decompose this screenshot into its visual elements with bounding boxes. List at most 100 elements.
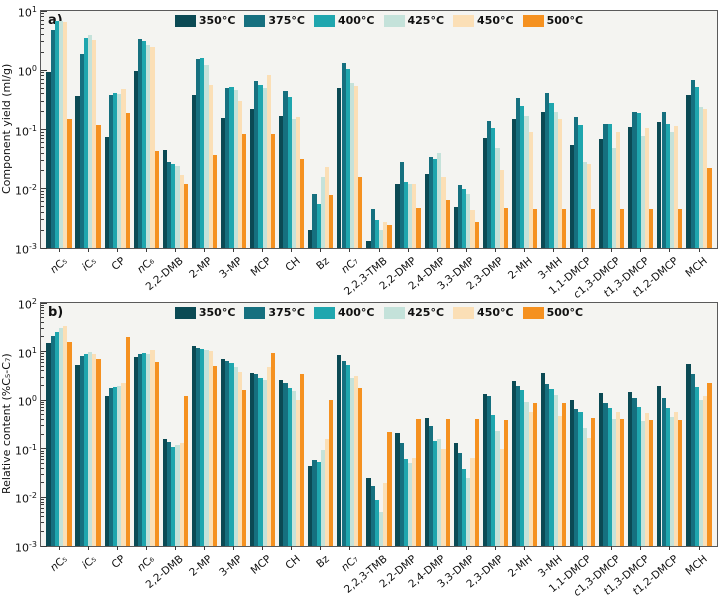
panel-letter-b: b) xyxy=(48,305,64,320)
bar xyxy=(59,20,64,248)
bar xyxy=(499,169,504,248)
x-category-label: nC₇ xyxy=(338,553,361,574)
bar xyxy=(495,148,500,248)
bar xyxy=(287,387,292,546)
x-tick xyxy=(407,248,409,252)
bar xyxy=(83,354,89,546)
bar xyxy=(175,444,180,546)
bar xyxy=(312,194,317,248)
bar xyxy=(237,372,242,546)
bar xyxy=(171,164,176,248)
bar xyxy=(370,486,375,546)
y-tick-label: 10-2 xyxy=(15,491,37,507)
bar xyxy=(179,443,184,546)
bar xyxy=(524,402,529,546)
x-tick xyxy=(378,546,380,550)
y-major-tick xyxy=(41,302,47,304)
bar xyxy=(674,411,679,546)
bar xyxy=(108,387,113,546)
y-minor-tick xyxy=(41,473,44,475)
y-minor-tick xyxy=(41,16,44,18)
legend-swatch xyxy=(174,306,196,319)
legend-label: 450°C xyxy=(477,306,514,319)
x-tick xyxy=(465,248,467,252)
bar xyxy=(491,414,496,546)
bar xyxy=(150,46,155,248)
bar xyxy=(300,374,305,546)
bar xyxy=(300,158,305,248)
bar xyxy=(474,222,479,248)
y-minor-tick xyxy=(41,404,44,406)
y-minor-tick xyxy=(41,201,44,203)
bar xyxy=(545,383,550,546)
bar xyxy=(632,398,637,546)
x-tick xyxy=(436,248,438,252)
x-category-label: 2-MP xyxy=(187,255,216,281)
x-tick xyxy=(291,248,293,252)
bar xyxy=(453,206,458,248)
bar xyxy=(628,391,633,546)
legend-swatch xyxy=(244,306,266,319)
bar xyxy=(437,153,442,248)
bar xyxy=(121,382,126,546)
y-tick-label: 10-1 xyxy=(15,442,37,458)
bar xyxy=(262,88,267,248)
bar xyxy=(669,416,675,546)
y-minor-tick xyxy=(41,336,44,338)
bar xyxy=(220,118,226,248)
y-minor-tick xyxy=(41,355,44,357)
bar xyxy=(341,63,346,248)
y-minor-tick xyxy=(41,152,44,154)
x-tick xyxy=(611,546,613,550)
bar xyxy=(374,499,379,546)
x-tick xyxy=(58,546,60,550)
bar xyxy=(59,328,64,546)
x-tick xyxy=(145,248,147,252)
bar xyxy=(108,95,113,248)
x-tick xyxy=(262,546,264,550)
bar xyxy=(611,419,616,546)
y-tick-label: 100 xyxy=(17,394,37,409)
bar xyxy=(615,131,621,248)
y-minor-tick xyxy=(41,358,44,360)
bar xyxy=(212,366,218,546)
y-minor-tick xyxy=(41,304,44,306)
bar xyxy=(707,168,712,248)
bar xyxy=(574,116,579,248)
bar xyxy=(482,137,487,248)
y-minor-tick xyxy=(41,197,44,199)
y-minor-tick xyxy=(41,138,44,140)
legend-label: 350°C xyxy=(198,14,236,27)
bar xyxy=(220,359,226,546)
x-category-label: nC₆ xyxy=(135,553,157,574)
bar xyxy=(686,364,691,546)
y-minor-tick xyxy=(41,327,44,329)
bar xyxy=(620,209,625,248)
bar xyxy=(399,443,404,546)
y-major-tick xyxy=(41,10,47,12)
bar xyxy=(191,346,197,546)
x-tick xyxy=(553,546,555,550)
bar xyxy=(607,123,612,248)
y-minor-tick xyxy=(41,501,44,503)
y-minor-tick xyxy=(41,82,44,84)
x-tick xyxy=(465,546,467,550)
y-tick-label: 10-2 xyxy=(15,182,37,198)
x-tick xyxy=(203,546,205,550)
y-minor-tick xyxy=(41,13,44,15)
x-category-label: nC₅ xyxy=(48,553,70,574)
bar xyxy=(150,349,155,546)
bar xyxy=(599,138,604,248)
bar xyxy=(191,95,197,248)
y-minor-tick xyxy=(41,321,44,323)
x-category-label: nC₆ xyxy=(135,255,157,276)
bar xyxy=(703,396,708,546)
y-minor-tick xyxy=(41,19,44,21)
bar xyxy=(399,162,404,248)
bar xyxy=(645,128,650,248)
bar xyxy=(229,363,234,546)
bar xyxy=(445,419,450,546)
x-tick xyxy=(349,248,351,252)
legend-item: 450°C xyxy=(453,306,514,319)
